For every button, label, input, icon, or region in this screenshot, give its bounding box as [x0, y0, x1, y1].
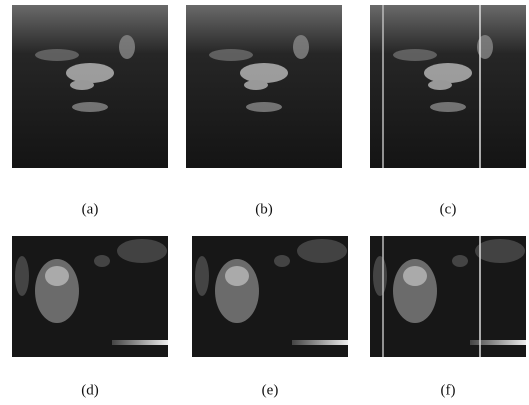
- panel-d: (d): [12, 236, 168, 398]
- panel-label: (a): [82, 201, 99, 217]
- panel-b: (b): [186, 5, 342, 217]
- panel-label: (c): [440, 201, 457, 217]
- panel-a: (a): [12, 5, 168, 217]
- panel-e: (e): [192, 236, 348, 398]
- panel-label: (b): [255, 201, 273, 217]
- panel-c: (c): [370, 5, 526, 217]
- figure: (a) (b) (c) (d) (e) (f): [0, 0, 529, 405]
- panel-label: (d): [81, 382, 99, 398]
- panel-f: (f): [370, 236, 526, 398]
- panel-label: (f): [441, 382, 456, 398]
- panel-label: (e): [262, 382, 279, 398]
